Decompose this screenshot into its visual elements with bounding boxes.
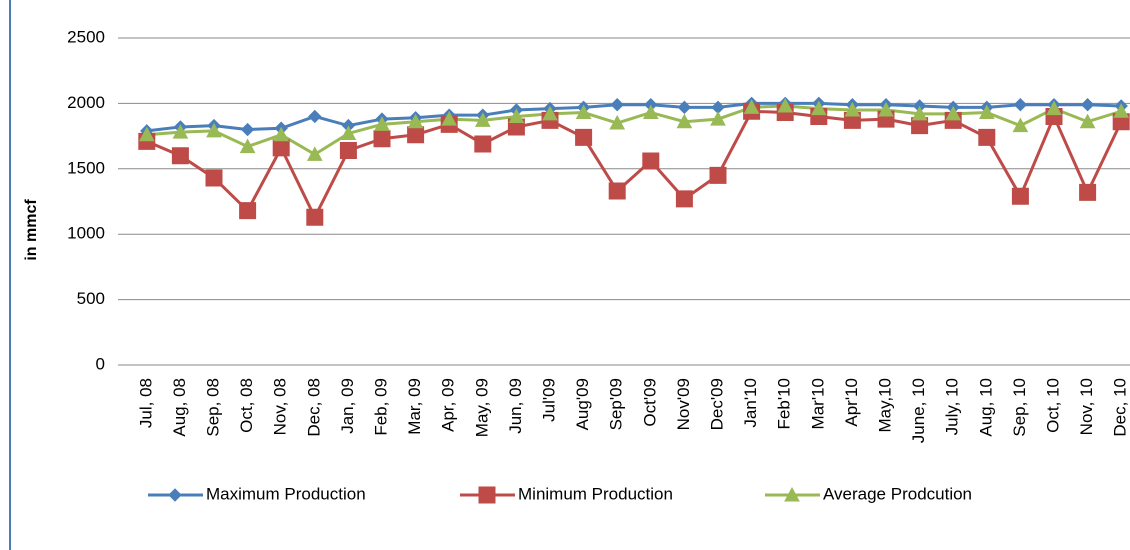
x-tick-label: Feb, 09 [371,378,390,436]
data-point [1113,103,1130,118]
data-point [474,135,492,153]
x-tick-label: May,10 [875,378,894,433]
data-point [340,125,357,140]
data-point [373,130,391,148]
data-point [609,114,626,130]
data-point [710,111,726,126]
legend-label: Maximum Production [206,484,366,503]
data-point [339,141,357,159]
y-tick-label: 0 [96,354,105,373]
data-point [206,122,222,138]
data-point [675,190,693,208]
data-point [273,126,290,142]
data-point [1012,117,1029,133]
x-tick-label: Apr'10 [842,378,861,427]
data-point [138,126,155,142]
x-tick-label: Jul, 08 [136,378,155,428]
data-point [306,208,324,226]
data-point [978,104,995,120]
data-point [508,108,525,123]
x-tick-label: Aug'09 [573,378,592,430]
data-point [474,112,491,127]
y-tick-label: 500 [77,289,105,308]
x-tick-label: May, 09 [472,378,491,437]
y-tick-label: 1500 [67,158,105,177]
x-tick-label: Jan, 09 [338,378,357,434]
x-tick-label: Aug, 10 [976,378,995,437]
data-point [308,109,322,124]
legend-marker [478,486,496,504]
x-tick-label: July, 10 [943,378,962,435]
x-tick-label: Jul'09 [539,378,558,422]
x-tick-label: Sep, 10 [1010,378,1029,437]
data-point [542,105,558,121]
x-tick-label: Sep'09 [607,378,626,430]
data-point [978,128,996,146]
data-point [272,139,290,157]
y-tick-label: 1000 [67,224,105,243]
data-point [709,166,727,184]
data-point [171,147,189,165]
data-point [1080,98,1095,112]
x-tick-label: Jun, 09 [506,378,525,434]
data-point [743,99,760,114]
x-tick-label: Feb'10 [775,378,794,429]
data-point [575,104,592,120]
x-tick-label: June, 10 [909,378,928,443]
data-point [911,105,928,121]
x-tick-label: Dec'09 [707,378,726,430]
x-tick-label: Dec, 10 [1111,378,1130,437]
legend-marker [168,488,182,502]
data-point [777,97,794,113]
y-tick-label: 2500 [67,27,105,46]
x-tick-label: Apr, 09 [439,378,458,432]
data-point [1079,183,1097,201]
data-point [1013,98,1028,112]
data-point [306,146,323,161]
data-point [172,124,189,139]
x-tick-label: Mar'10 [808,378,827,429]
x-tick-label: Aug, 08 [170,378,189,437]
data-point [810,100,827,116]
data-point [240,122,255,137]
data-point [407,126,425,144]
x-tick-label: Nov'09 [674,378,693,430]
y-tick-label: 2000 [67,93,105,112]
x-tick-label: Mar, 09 [405,378,424,435]
data-point [677,100,692,115]
data-point [1011,187,1029,205]
data-point [239,138,256,154]
data-point [407,113,424,129]
data-point [642,104,659,120]
x-tick-label: Jan'10 [741,378,760,428]
legend-marker [784,486,800,502]
x-tick-label: Oct, 08 [237,378,256,433]
data-point [878,101,894,117]
x-tick-label: Oct'09 [640,378,659,427]
data-point [844,101,861,117]
data-point [610,98,624,112]
x-tick-label: Sep, 08 [203,378,222,437]
data-point [441,111,458,126]
data-point [205,169,223,187]
data-point [374,116,390,131]
legend-label: Average Prodcution [823,484,972,503]
data-point [945,105,962,121]
data-point [575,128,593,146]
y-axis-label: in mmcf [23,199,40,261]
data-point [608,182,626,200]
x-tick-label: Nov, 08 [271,378,290,435]
data-point [1079,113,1096,129]
series-line [146,109,1123,221]
x-tick-label: Dec, 08 [304,378,323,437]
data-point [642,152,660,170]
data-point [676,113,693,129]
x-tick-label: Oct, 10 [1043,378,1062,433]
legend-label: Minimum Production [518,484,673,503]
data-point [239,202,257,220]
data-point [1046,100,1062,116]
x-tick-label: Nov, 10 [1077,378,1096,435]
